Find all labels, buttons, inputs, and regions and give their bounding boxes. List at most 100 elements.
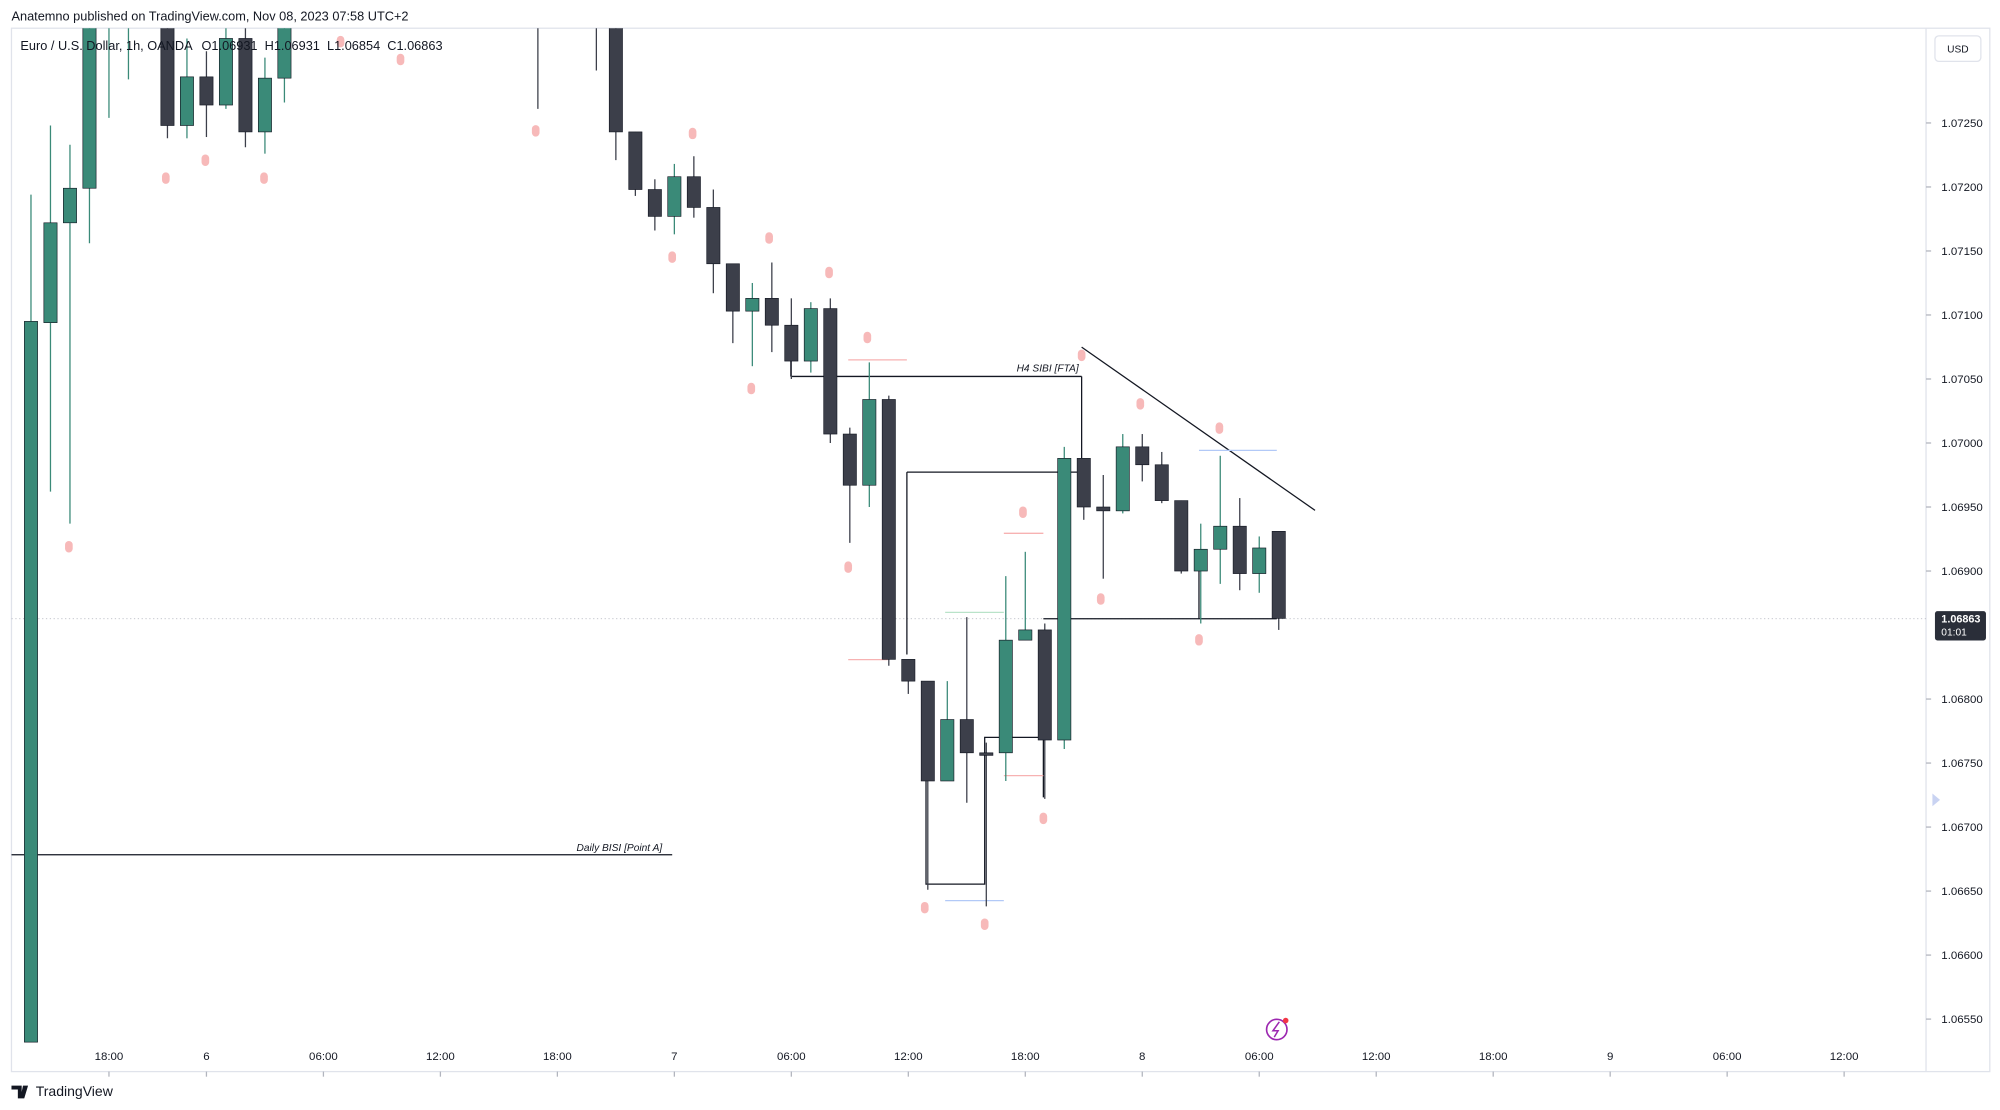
candle-body xyxy=(238,38,253,133)
x-tick-label: 18:00 xyxy=(95,1051,124,1063)
marker xyxy=(161,172,170,184)
candle-body xyxy=(823,308,838,435)
candle-body xyxy=(1115,446,1130,512)
marker xyxy=(1077,349,1086,362)
price-tag xyxy=(1934,611,1986,641)
x-tick-label: 12:00 xyxy=(426,1051,455,1063)
candle-body xyxy=(667,176,682,217)
candle-body xyxy=(842,433,857,486)
candle-body xyxy=(901,659,916,682)
candle-body xyxy=(24,321,38,1043)
x-tick-label: 12:00 xyxy=(894,1051,923,1063)
y-tick-label: 1.06950 xyxy=(1941,502,1982,514)
candle-body xyxy=(1271,531,1286,619)
fractal-markers xyxy=(65,35,1224,930)
candle-body xyxy=(998,639,1013,754)
candle-body xyxy=(1213,525,1228,550)
events-dot xyxy=(1282,1017,1289,1024)
marker xyxy=(336,35,345,48)
marker xyxy=(531,125,540,137)
events-icon-bolt xyxy=(1271,1021,1280,1038)
price-tag-value: 1.06863 xyxy=(1941,614,1980,626)
candle-body xyxy=(686,176,701,208)
y-tick-label: 1.07000 xyxy=(1941,438,1982,450)
y-tick-label: 1.07250 xyxy=(1941,118,1982,130)
y-tick-label: 1.06750 xyxy=(1941,758,1982,770)
x-tick-label: 6 xyxy=(203,1051,209,1063)
marker xyxy=(260,172,268,184)
candle-body xyxy=(257,77,272,133)
candle-body xyxy=(1057,458,1072,741)
candle-body xyxy=(745,298,760,312)
x-tick-label: 9 xyxy=(1607,1051,1613,1063)
candle-body xyxy=(63,187,77,224)
candle-body xyxy=(940,719,955,782)
candle-body xyxy=(199,76,214,106)
candle-body xyxy=(881,399,896,660)
x-tick-label: 12:00 xyxy=(1362,1051,1391,1063)
x-tick-label: 12:00 xyxy=(1830,1051,1859,1063)
candle-body xyxy=(1154,464,1169,501)
marker xyxy=(396,53,405,66)
candle-body xyxy=(1076,458,1091,508)
candle-body xyxy=(1037,629,1052,741)
drawings xyxy=(11,346,1316,885)
annotation: Daily BISI [Point A] xyxy=(577,843,664,854)
symbol-title: Euro / U.S. Dollar, 1h, OANDA xyxy=(20,38,193,53)
candle-body xyxy=(628,131,643,190)
countdown: 01:01 xyxy=(1941,627,1967,638)
marker xyxy=(1039,812,1048,825)
candle-body xyxy=(862,399,877,486)
y-tick-label: 1.07200 xyxy=(1941,182,1982,194)
y-tick-label: 1.07150 xyxy=(1941,246,1982,258)
candle-body xyxy=(1193,548,1208,572)
candle-body xyxy=(784,324,799,362)
candles xyxy=(24,28,1286,1043)
frame xyxy=(10,27,1991,1073)
currency-box[interactable] xyxy=(1934,35,1982,63)
y-tick-label: 1.06600 xyxy=(1941,950,1982,962)
candle-body xyxy=(1252,547,1267,574)
candle-body xyxy=(1232,525,1247,574)
candle-body xyxy=(706,207,721,265)
y-tick-label: 1.07050 xyxy=(1941,374,1982,386)
candle-body xyxy=(959,719,974,754)
candle-body xyxy=(179,76,194,126)
x-tick-label: 8 xyxy=(1139,1051,1145,1063)
x-tick-label: 7 xyxy=(671,1051,677,1063)
x-tick-label: 06:00 xyxy=(309,1051,338,1063)
y-axis: 1.07250 1.07200 1.07150 1.07100 1.07050 1.070… xyxy=(1926,118,1983,1026)
y-tick-label: 1.06900 xyxy=(1941,566,1982,578)
marker xyxy=(765,232,773,244)
marker xyxy=(1195,634,1203,646)
marker xyxy=(863,331,872,344)
x-tick-label: 06:00 xyxy=(1245,1051,1274,1063)
plot-area: H4 SIBI [FTA] Daily BISI [Point A] xyxy=(11,28,1927,1043)
marker xyxy=(920,901,929,914)
scroll-arrow[interactable] xyxy=(1932,793,1941,807)
candle-body xyxy=(82,28,97,189)
drawing-line xyxy=(925,736,1045,885)
candle-body xyxy=(764,298,779,326)
x-tick-label: 06:00 xyxy=(777,1051,806,1063)
publisher: Anatemno published on TradingView.com, N… xyxy=(11,9,408,24)
y-tick-label: 1.06550 xyxy=(1941,1014,1982,1026)
marker xyxy=(688,127,697,140)
ohlc-readout: O1.06931 H1.06931 L1.06854 C1.06863 xyxy=(202,38,443,53)
candle-body xyxy=(160,28,175,126)
annotation: H4 SIBI [FTA] xyxy=(1017,363,1080,374)
marker xyxy=(747,382,756,395)
y-tick-label: 1.06650 xyxy=(1941,886,1982,898)
brand-logo xyxy=(11,1085,29,1099)
candle-body xyxy=(1018,629,1033,641)
marker xyxy=(1019,506,1027,519)
candle-body xyxy=(647,189,662,217)
marker xyxy=(201,154,210,166)
currency[interactable]: USD xyxy=(1947,44,1969,55)
events-icon[interactable] xyxy=(1265,1018,1288,1041)
brand: TradingView xyxy=(36,1083,114,1099)
candle-body xyxy=(1096,506,1111,512)
